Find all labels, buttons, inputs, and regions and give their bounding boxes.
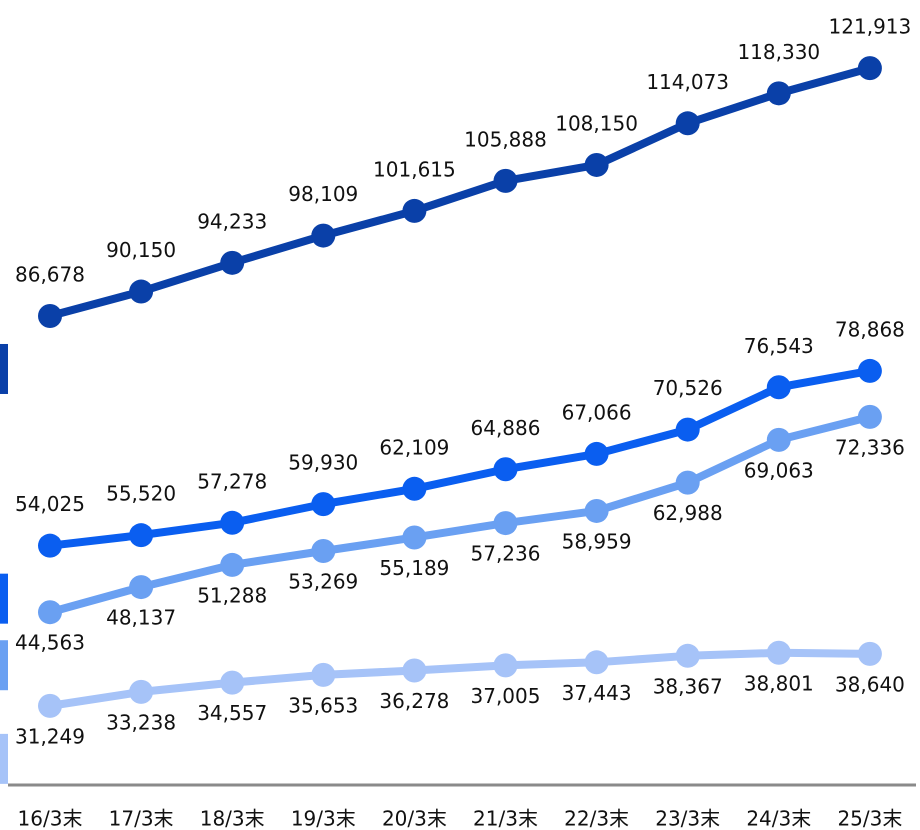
point: [493, 457, 518, 482]
data-label: 33,238: [106, 710, 176, 734]
x-tick-label: 24/3末: [746, 807, 811, 830]
x-tick-label: 23/3末: [655, 807, 720, 830]
point: [493, 168, 518, 193]
data-label: 31,249: [15, 724, 85, 748]
data-label: 55,189: [379, 556, 449, 580]
point: [311, 492, 336, 517]
x-tick-label: 16/3末: [18, 807, 83, 830]
point: [311, 662, 336, 687]
point: [38, 600, 62, 625]
point: [220, 250, 245, 275]
series-line: [49, 366, 871, 550]
point: [220, 510, 245, 535]
data-label: 105,888: [464, 127, 547, 151]
point: [584, 498, 609, 523]
point: [675, 470, 700, 495]
data-label: 70,526: [653, 376, 723, 400]
data-label: 38,640: [835, 672, 905, 696]
point: [402, 525, 427, 550]
point: [584, 152, 609, 177]
data-label: 54,025: [15, 492, 85, 516]
point: [675, 643, 700, 668]
x-tick-label: 25/3末: [837, 807, 902, 830]
point: [402, 198, 427, 223]
x-tick-label: 19/3末: [291, 807, 356, 830]
data-label: 44,563: [15, 631, 85, 655]
series-line: [48, 412, 871, 617]
data-label: 38,801: [744, 671, 814, 695]
x-tick-label: 20/3末: [382, 807, 447, 830]
data-label: 38,367: [653, 674, 723, 698]
data-label: 86,678: [15, 262, 85, 286]
data-label: 90,150: [106, 238, 176, 262]
data-label: 121,913: [829, 15, 912, 39]
data-label: 51,288: [197, 583, 267, 607]
point: [584, 441, 609, 466]
point: [766, 640, 791, 665]
point: [675, 417, 700, 442]
data-label: 57,278: [197, 469, 267, 493]
point: [311, 538, 336, 563]
data-label: 55,520: [106, 482, 176, 506]
x-tick-label: 17/3末: [109, 807, 174, 830]
point: [402, 658, 427, 683]
data-label: 67,066: [562, 400, 632, 424]
series-line: [49, 648, 870, 710]
legend-swatch: [0, 573, 8, 624]
point: [857, 56, 882, 81]
point: [766, 375, 791, 400]
x-tick-label: 21/3末: [473, 807, 538, 830]
point: [129, 679, 154, 704]
legend-swatch: [0, 640, 8, 691]
point: [311, 223, 336, 248]
data-label: 108,150: [555, 111, 638, 135]
point: [402, 476, 427, 501]
data-label: 72,336: [835, 435, 905, 459]
x-tick-label: 22/3末: [564, 807, 629, 830]
point: [766, 427, 791, 452]
point: [584, 650, 609, 675]
point: [38, 303, 62, 328]
point: [129, 575, 154, 600]
point: [857, 404, 882, 429]
point: [493, 511, 518, 536]
data-label: 62,109: [379, 435, 449, 459]
data-label: 37,005: [471, 684, 541, 708]
data-label: 53,269: [288, 569, 358, 593]
data-label: 62,988: [653, 501, 723, 525]
data-label: 98,109: [288, 182, 358, 206]
point: [38, 533, 62, 558]
point: [220, 552, 245, 577]
data-label: 37,443: [562, 681, 632, 705]
data-label: 36,278: [379, 689, 449, 713]
point: [766, 81, 791, 106]
data-label: 57,236: [471, 542, 541, 566]
data-label: 58,959: [562, 529, 632, 553]
point: [675, 111, 700, 136]
point: [857, 641, 882, 666]
point: [857, 358, 882, 383]
data-label: 35,653: [288, 693, 358, 717]
data-label: 78,868: [835, 317, 905, 341]
series-line: [48, 64, 871, 320]
point: [493, 653, 518, 678]
data-label: 118,330: [737, 40, 820, 64]
legend-swatch: [0, 343, 8, 394]
point: [129, 279, 154, 304]
point: [129, 523, 154, 548]
data-label: 94,233: [197, 209, 267, 233]
data-label: 34,557: [197, 701, 267, 725]
point: [220, 670, 245, 695]
data-label: 48,137: [106, 606, 176, 630]
data-label: 64,886: [471, 416, 541, 440]
data-label: 69,063: [744, 458, 814, 482]
data-label: 59,930: [288, 451, 358, 475]
legend-swatch: [0, 733, 8, 784]
data-label: 101,615: [373, 157, 456, 181]
data-label: 114,073: [646, 70, 729, 94]
point: [38, 693, 62, 718]
data-label: 76,543: [744, 334, 814, 358]
x-tick-label: 18/3末: [200, 807, 265, 830]
